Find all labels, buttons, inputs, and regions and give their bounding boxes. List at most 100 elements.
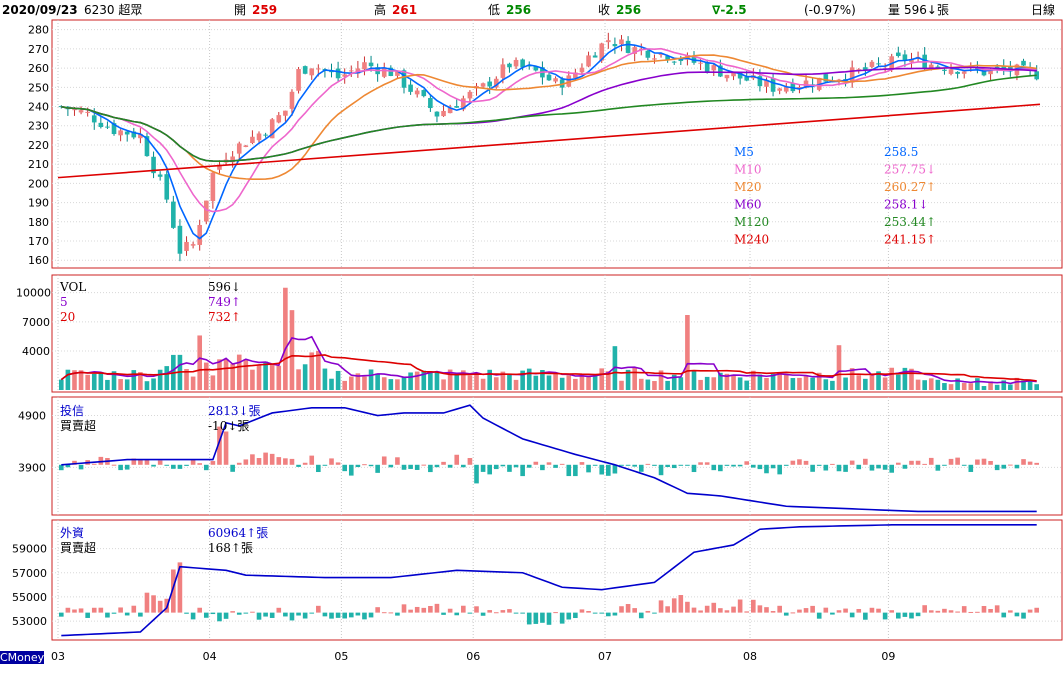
volume-bar: [309, 352, 315, 390]
trust-bar: [671, 464, 677, 469]
foreign-bar: [322, 612, 328, 617]
candle-body: [210, 172, 216, 202]
volume-bar: [78, 370, 84, 390]
volume-bar: [1001, 380, 1007, 390]
volume-legend-name: VOL: [59, 280, 86, 294]
volume-bar: [335, 370, 341, 390]
price-y-tick: 230: [28, 120, 49, 133]
foreign-bar: [546, 612, 552, 625]
candle-body: [480, 83, 486, 87]
foreign-bar: [302, 612, 308, 619]
volume-legend-name: 20: [60, 310, 75, 324]
candle-body: [230, 156, 235, 163]
trust-bar: [210, 461, 216, 465]
candle-body: [500, 64, 506, 78]
candle-body: [619, 39, 624, 45]
candle-body: [948, 69, 954, 74]
foreign-bar: [283, 612, 288, 617]
foreign-bar: [579, 609, 585, 613]
candle-body: [507, 63, 512, 68]
candle-body: [546, 74, 552, 81]
candle-body: [276, 115, 282, 123]
volume-bar: [111, 371, 117, 390]
volume-bar: [236, 354, 242, 390]
volume-bar: [863, 378, 868, 390]
candle-body: [203, 200, 209, 222]
volume-y-tick: 10000: [16, 287, 51, 300]
foreign-bar: [975, 611, 980, 613]
ma10-line: [61, 47, 1037, 213]
x-tick-label: 05: [334, 650, 348, 663]
trust-bar: [810, 464, 815, 472]
candle-body: [72, 109, 77, 111]
candle-body: [302, 66, 308, 74]
foreign-bar: [671, 598, 677, 613]
foreign-bar: [144, 592, 150, 613]
candle-body: [863, 67, 868, 70]
foreign-bar: [414, 606, 420, 613]
foreign-bar: [770, 611, 776, 613]
foreign-bar: [289, 612, 295, 621]
candle-body: [342, 74, 347, 77]
price-y-tick: 160: [28, 254, 49, 267]
candle-body: [190, 244, 196, 246]
price-y-tick: 250: [28, 81, 49, 94]
foreign-bar: [124, 612, 130, 616]
trust-bar: [652, 464, 657, 466]
close-value: 256: [616, 3, 642, 17]
trust-bar: [948, 458, 954, 465]
volume-bar: [579, 374, 585, 390]
foreign-panel-frame: [51, 519, 1063, 641]
volume-bar: [316, 350, 321, 390]
legend-m10-value: 257.75↓: [884, 163, 936, 177]
trust-bar: [223, 431, 229, 465]
volume-bar: [474, 373, 479, 390]
candle-body: [744, 76, 750, 81]
candle-body: [441, 110, 446, 117]
trust-bar: [177, 464, 183, 469]
foreign-bar: [691, 607, 697, 613]
price-y-tick: 220: [28, 139, 49, 152]
volume-bar: [599, 368, 605, 390]
price-y-tick: 270: [28, 43, 49, 56]
foreign-bar: [645, 610, 651, 613]
foreign-bar: [520, 612, 525, 614]
volume-bar: [803, 376, 809, 390]
period-button[interactable]: 日線: [1031, 3, 1056, 17]
foreign-bar: [487, 610, 492, 613]
candle-body: [724, 74, 730, 79]
candle-body: [348, 70, 354, 72]
trust-bar: [480, 464, 486, 472]
volume-bar: [994, 384, 1000, 390]
candle-body: [625, 40, 631, 53]
volume-label: 量: [888, 3, 901, 17]
trust-bar: [381, 456, 387, 465]
foreign-bar: [316, 605, 321, 613]
volume-y-tick: 4000: [22, 345, 50, 358]
volume-bar: [889, 367, 895, 390]
candle-body: [368, 62, 374, 67]
x-tick-label: 08: [743, 650, 757, 663]
foreign-bar: [395, 612, 400, 616]
volume-bar: [157, 369, 163, 390]
foreign-bar: [1027, 609, 1033, 613]
trust-bar: [375, 464, 380, 473]
foreign-y-tick: 53000: [12, 615, 47, 628]
foreign-bar: [296, 612, 301, 616]
candle-body: [124, 131, 130, 135]
volume-bar: [441, 379, 446, 390]
candle-body: [955, 71, 960, 74]
volume-bar: [184, 369, 189, 390]
foreign-legend-value: 60964↑張: [208, 526, 268, 540]
candle-body: [895, 52, 901, 57]
foreign-bar: [1034, 607, 1040, 613]
foreign-bar: [612, 612, 618, 616]
candle-body: [434, 111, 440, 117]
foreign-bar: [355, 612, 361, 616]
foreign-bar: [724, 610, 730, 613]
trust-bar: [269, 453, 275, 465]
foreign-bar: [408, 609, 413, 613]
volume-bar: [955, 378, 960, 390]
trust-bar: [283, 458, 288, 465]
foreign-bar: [619, 606, 624, 613]
